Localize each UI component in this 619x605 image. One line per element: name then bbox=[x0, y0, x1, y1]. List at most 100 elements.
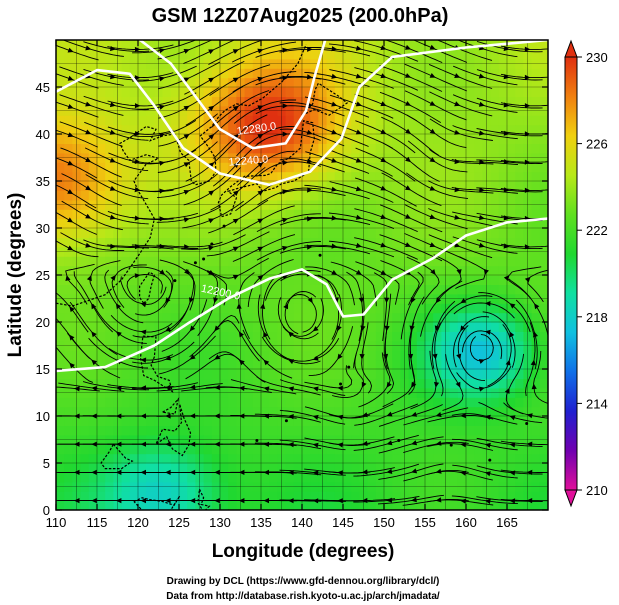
field-cell bbox=[375, 190, 385, 201]
streamline-arrow bbox=[478, 242, 485, 248]
field-cell bbox=[129, 209, 139, 220]
field-cell bbox=[498, 87, 508, 97]
field-cell bbox=[80, 49, 90, 60]
field-cell bbox=[490, 115, 500, 126]
field-cell bbox=[515, 303, 524, 314]
field-cell bbox=[162, 209, 172, 220]
field-cell bbox=[457, 228, 467, 238]
field-cell bbox=[515, 134, 524, 144]
field-cell bbox=[252, 303, 262, 314]
field-cell bbox=[64, 453, 73, 464]
field-cell bbox=[416, 115, 426, 126]
field-cell bbox=[80, 472, 90, 483]
field-cell bbox=[425, 96, 434, 107]
field-cell bbox=[72, 105, 82, 116]
field-cell bbox=[80, 68, 90, 79]
field-cell bbox=[252, 190, 262, 201]
field-cell bbox=[507, 87, 516, 97]
field-cell bbox=[88, 275, 98, 285]
field-cell bbox=[384, 77, 393, 88]
x-tick-label: 135 bbox=[250, 515, 272, 530]
field-cell bbox=[203, 378, 213, 389]
field-cell bbox=[367, 228, 377, 238]
field-cell bbox=[220, 369, 229, 379]
y-tick-label: 35 bbox=[36, 174, 50, 189]
field-cell bbox=[515, 115, 524, 126]
field-cell bbox=[367, 87, 377, 97]
field-cell bbox=[252, 416, 262, 426]
field-cell bbox=[285, 237, 295, 248]
field-cell bbox=[105, 134, 114, 144]
field-cell bbox=[466, 472, 475, 483]
field-cell bbox=[105, 143, 114, 154]
streamline-arrow bbox=[67, 132, 74, 138]
field-cell bbox=[80, 228, 90, 238]
field-cell bbox=[80, 40, 90, 50]
field-cell bbox=[433, 284, 442, 295]
field-cell bbox=[72, 369, 82, 379]
field-cell bbox=[498, 96, 508, 107]
streamline-arrow bbox=[524, 131, 531, 137]
field-cell bbox=[302, 416, 311, 426]
field-cell bbox=[88, 143, 98, 154]
field-cell bbox=[285, 378, 295, 389]
field-cell bbox=[466, 378, 475, 389]
field-cell bbox=[56, 143, 65, 154]
field-cell bbox=[56, 115, 65, 126]
field-cell bbox=[64, 143, 73, 154]
field-cell bbox=[351, 105, 360, 116]
field-cell bbox=[88, 350, 98, 361]
streamline-arrow bbox=[165, 297, 171, 304]
field-cell bbox=[408, 162, 418, 173]
streamline-arrow bbox=[405, 128, 412, 134]
streamline-arrow bbox=[380, 157, 387, 163]
field-cell bbox=[211, 134, 221, 144]
streamline-arrow bbox=[233, 134, 239, 140]
field-cell bbox=[334, 463, 344, 473]
field-cell bbox=[285, 162, 295, 173]
y-tick-label: 15 bbox=[36, 362, 50, 377]
field-cell bbox=[425, 453, 434, 464]
field-cell bbox=[80, 96, 90, 107]
field-cell bbox=[531, 77, 541, 88]
field-cell bbox=[261, 500, 270, 510]
field-cell bbox=[162, 463, 172, 473]
field-cell bbox=[433, 397, 442, 408]
streamline-arrow bbox=[282, 160, 289, 166]
field-cell bbox=[498, 105, 508, 116]
field-cell bbox=[293, 162, 303, 173]
streamline-arrow bbox=[454, 101, 461, 107]
field-cell bbox=[416, 472, 426, 483]
colorbar-tick-label: 218 bbox=[586, 310, 608, 325]
field-cell bbox=[302, 134, 311, 144]
field-cell bbox=[310, 171, 319, 182]
field-cell bbox=[211, 416, 221, 426]
field-cell bbox=[416, 237, 426, 248]
field-cell bbox=[326, 275, 336, 285]
field-cell bbox=[261, 171, 270, 182]
field-cell bbox=[162, 453, 172, 464]
field-cell bbox=[474, 359, 483, 370]
field-cell bbox=[88, 369, 98, 379]
field-cell bbox=[392, 275, 401, 285]
field-cell bbox=[449, 171, 459, 182]
field-cell bbox=[187, 284, 196, 295]
field-cell bbox=[392, 124, 401, 135]
field-cell bbox=[416, 77, 426, 88]
streamline-arrow bbox=[432, 353, 438, 360]
field-cell bbox=[80, 115, 90, 126]
field-cell bbox=[121, 96, 131, 107]
field-cell bbox=[261, 369, 270, 379]
streamline-arrow bbox=[183, 49, 190, 54]
field-cell bbox=[334, 124, 344, 135]
field-cell bbox=[310, 369, 319, 379]
field-cell bbox=[293, 425, 303, 436]
field-cell bbox=[138, 96, 147, 107]
field-cell bbox=[228, 312, 237, 323]
field-cell bbox=[80, 105, 90, 116]
streamline-arrow bbox=[208, 49, 215, 55]
field-cell bbox=[121, 312, 131, 323]
field-cell bbox=[228, 96, 237, 107]
field-cell bbox=[293, 350, 303, 361]
field-cell bbox=[252, 87, 262, 97]
